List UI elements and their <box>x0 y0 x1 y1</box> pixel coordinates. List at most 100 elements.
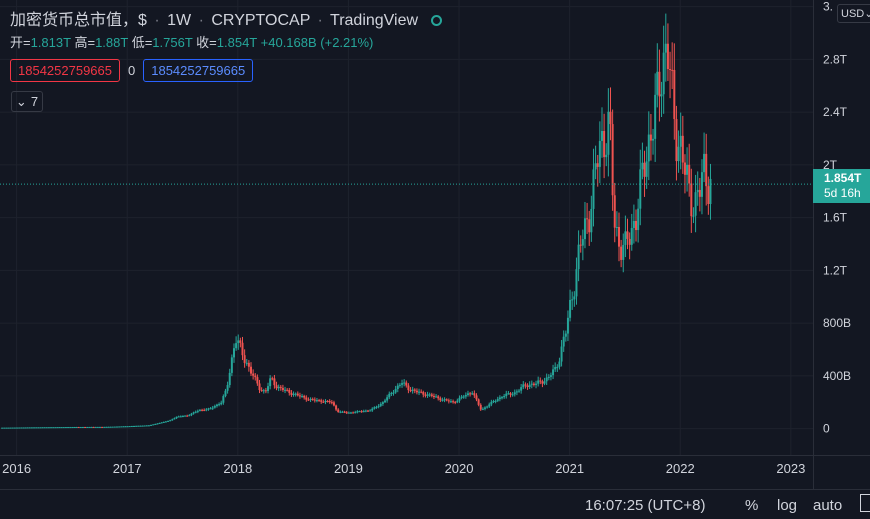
candle-body <box>175 416 178 419</box>
candle-body <box>79 427 82 429</box>
candle-body <box>273 378 276 386</box>
candle-body <box>328 400 331 403</box>
candle-body <box>637 208 640 231</box>
candle-body <box>641 162 644 170</box>
symbol-legend[interactable]: 加密货币总市值，$ · 1W · CRYPTOCAP · TradingView <box>10 6 442 30</box>
candle-body <box>186 415 189 417</box>
candle-body <box>422 392 425 395</box>
candle-body <box>264 390 267 392</box>
candle-body <box>301 395 304 397</box>
candle-body <box>496 399 499 401</box>
candle-body <box>524 384 527 386</box>
candle-body <box>235 343 238 349</box>
candle-body <box>483 407 486 409</box>
candle-body <box>345 412 348 414</box>
candle-body <box>139 425 142 427</box>
candle-body <box>481 408 484 410</box>
candle-body <box>67 427 70 429</box>
open-value: 1.813T <box>30 35 71 50</box>
candle-body <box>396 385 399 390</box>
candle-body <box>220 402 223 405</box>
candle-body <box>362 411 365 413</box>
candle-body <box>615 227 618 229</box>
candle-body <box>56 427 59 429</box>
candle-body <box>130 426 133 428</box>
candle-body <box>658 71 661 97</box>
candle-body <box>239 340 242 343</box>
candle-body <box>320 400 323 402</box>
candle-body <box>145 425 148 427</box>
y-tick-label: 1.6T <box>823 211 848 225</box>
candle-body <box>384 400 387 403</box>
candle-body <box>669 69 672 71</box>
y-tick-label: 2.8T <box>823 52 848 66</box>
candle-body <box>398 384 401 386</box>
candle-body <box>339 411 342 413</box>
legend-separator: · <box>198 12 204 29</box>
candle-body <box>379 403 382 406</box>
candle-body <box>218 404 221 406</box>
candle-body <box>449 401 452 403</box>
symbol-title: 加密货币总市值，$ <box>10 12 147 29</box>
candle-body <box>311 398 314 400</box>
candle-body <box>115 426 118 428</box>
candle-body <box>133 425 136 427</box>
candle-body <box>124 426 127 428</box>
candle-body <box>352 412 355 414</box>
candle-body <box>598 140 601 167</box>
currency-select[interactable]: USD⌄ <box>837 4 870 23</box>
timezone-clock[interactable]: 16:07:25 (UTC+8) <box>585 497 706 514</box>
candle-body <box>81 426 84 428</box>
candle-body <box>9 427 12 429</box>
candle-body <box>292 393 295 395</box>
candle-body <box>71 427 74 429</box>
candle-body <box>254 375 257 378</box>
candle-body <box>545 377 548 382</box>
candle-body <box>662 52 665 95</box>
candle-body <box>686 164 689 175</box>
candle-body <box>315 400 318 402</box>
candle-body <box>256 377 259 384</box>
indicators-toggle-button[interactable]: ⌄ 7 <box>11 91 43 112</box>
candle-body <box>677 146 680 162</box>
candle-body <box>588 219 591 233</box>
candle-body <box>554 367 557 370</box>
candle-body <box>73 427 76 429</box>
auto-scale-button[interactable]: auto <box>813 497 843 514</box>
candle-body <box>679 135 682 147</box>
candle-body <box>222 396 225 403</box>
candle-body <box>690 183 693 217</box>
candle-body <box>277 386 280 389</box>
candle-body <box>286 389 289 391</box>
indicators-count: 7 <box>30 94 39 109</box>
candle-body <box>492 401 495 403</box>
candle-body <box>45 427 48 429</box>
candle-body <box>258 383 261 391</box>
candle-body <box>96 426 99 428</box>
candle-body <box>696 189 699 193</box>
candle-body <box>609 111 612 125</box>
sell-button[interactable]: 1854252759665 <box>10 59 120 82</box>
log-scale-button[interactable]: log <box>777 497 798 514</box>
candle-body <box>126 426 129 428</box>
bar-countdown: 5d 16h <box>824 186 861 200</box>
candle-body <box>26 427 29 429</box>
candle-body <box>281 387 284 390</box>
buy-button[interactable]: 1854252759665 <box>143 59 254 82</box>
candle-body <box>54 427 57 429</box>
candle-body <box>537 380 540 384</box>
market-status-icon[interactable] <box>430 15 442 26</box>
candle-body <box>171 419 174 421</box>
candle-body <box>439 398 442 401</box>
candle-body <box>649 134 652 141</box>
candle-body <box>577 244 580 270</box>
candle-body <box>24 427 27 429</box>
percent-scale-button[interactable]: % <box>745 497 759 514</box>
candle-body <box>547 376 550 378</box>
candle-body <box>354 412 357 414</box>
x-tick-label: 2022 <box>666 461 695 476</box>
candle-body <box>75 427 78 429</box>
fullscreen-icon[interactable] <box>860 494 870 512</box>
candle-body <box>160 422 163 424</box>
